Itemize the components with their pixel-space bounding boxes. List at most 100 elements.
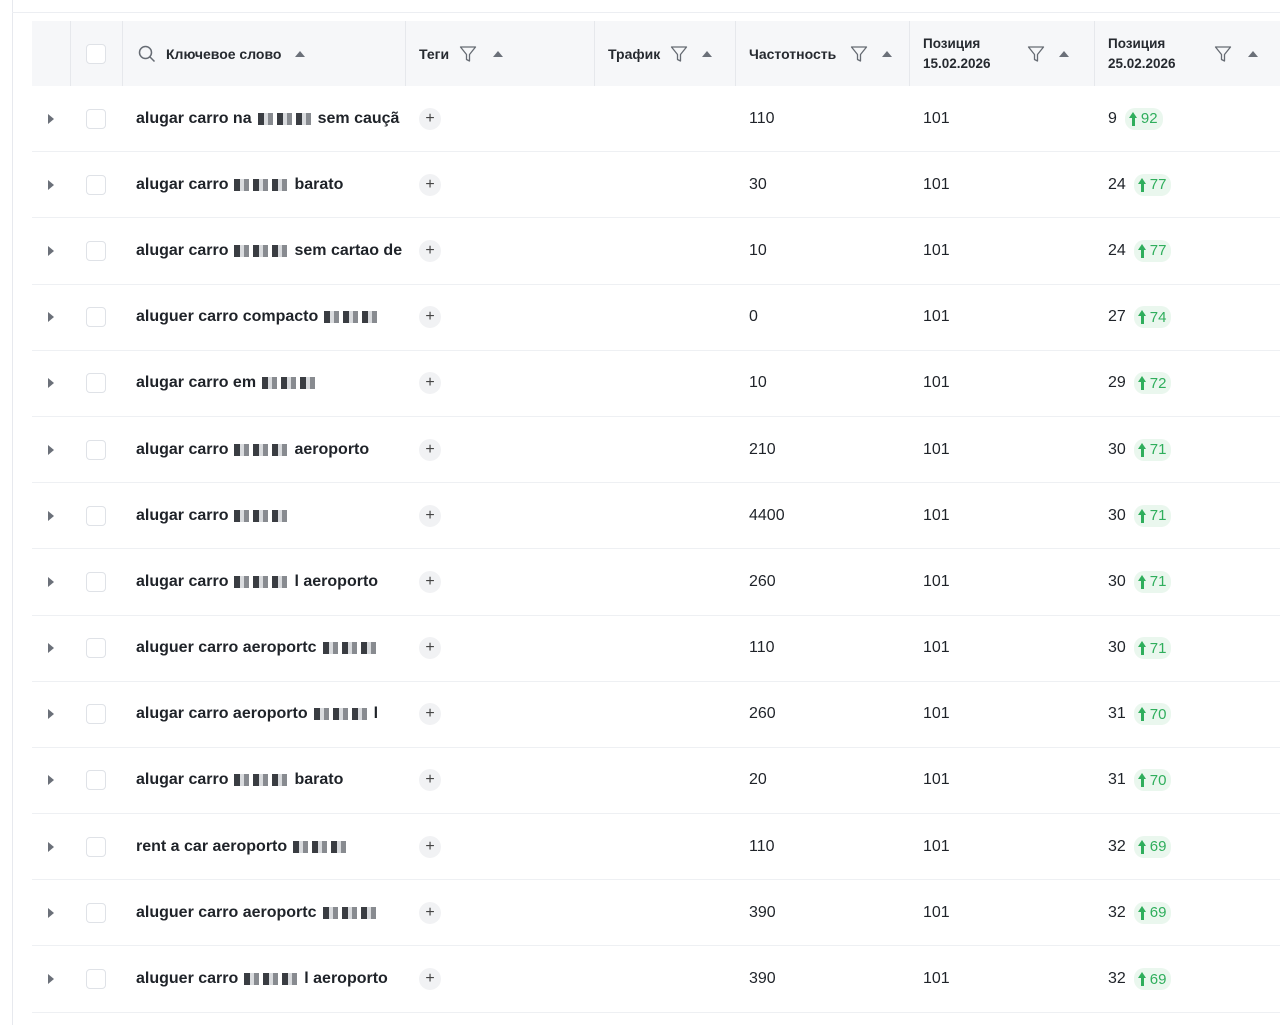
row-checkbox[interactable] xyxy=(86,836,106,857)
sort-up-icon[interactable] xyxy=(702,50,713,57)
add-tag-button[interactable]: + xyxy=(419,835,441,858)
sort-up-icon[interactable] xyxy=(882,50,893,57)
caret-right-icon[interactable] xyxy=(48,576,54,587)
column-position-2[interactable]: Позиция 25.02.2026 xyxy=(1094,21,1280,86)
select-all-checkbox[interactable] xyxy=(86,43,106,64)
row-checkbox[interactable] xyxy=(86,704,106,725)
add-tag-button[interactable]: + xyxy=(419,769,441,792)
position-1-cell: 101 xyxy=(923,241,950,259)
add-tag-button[interactable]: + xyxy=(419,968,441,991)
expand-toggle[interactable] xyxy=(32,86,70,151)
keyword-cell[interactable]: alugar carro aeroporto l xyxy=(122,682,405,747)
column-position-2-label: Позиция 25.02.2026 xyxy=(1108,35,1176,71)
row-checkbox[interactable] xyxy=(86,439,106,460)
keyword-cell[interactable]: alugar carro barato xyxy=(122,748,405,813)
filter-icon[interactable] xyxy=(850,45,868,63)
row-checkbox[interactable] xyxy=(86,770,106,791)
keyword-cell[interactable]: aluguer carro l aeroporto xyxy=(122,946,405,1011)
add-tag-button[interactable]: + xyxy=(419,901,441,924)
row-checkbox[interactable] xyxy=(86,638,106,659)
expand-toggle[interactable] xyxy=(32,351,70,416)
caret-right-icon[interactable] xyxy=(48,444,54,455)
position-delta-badge: 70 xyxy=(1133,703,1172,726)
row-checkbox[interactable] xyxy=(86,902,106,923)
row-checkbox[interactable] xyxy=(86,969,106,990)
table-row: alugar carro na sem cauçã + 110 101 9 92 xyxy=(32,86,1280,153)
expand-toggle[interactable] xyxy=(32,616,70,681)
expand-toggle[interactable] xyxy=(32,682,70,747)
caret-right-icon[interactable] xyxy=(48,113,54,124)
column-position-1[interactable]: Позиция 15.02.2026 xyxy=(909,21,1094,86)
add-tag-button[interactable]: + xyxy=(419,570,441,593)
keyword-cell[interactable]: rent a car aeroporto xyxy=(122,814,405,879)
filter-icon[interactable] xyxy=(459,45,477,63)
redacted-mask xyxy=(234,244,291,257)
column-keyword[interactable]: Ключевое слово xyxy=(122,21,405,86)
caret-right-icon[interactable] xyxy=(48,775,54,786)
column-frequency[interactable]: Частотность xyxy=(735,21,909,86)
caret-right-icon[interactable] xyxy=(48,907,54,918)
add-tag-button[interactable]: + xyxy=(419,173,441,196)
caret-right-icon[interactable] xyxy=(48,643,54,654)
row-checkbox[interactable] xyxy=(86,571,106,592)
add-tag-button[interactable]: + xyxy=(419,703,441,726)
expand-toggle[interactable] xyxy=(32,218,70,283)
keyword-cell[interactable]: alugar carro na sem cauçã xyxy=(122,86,405,151)
expand-toggle[interactable] xyxy=(32,814,70,879)
expand-toggle[interactable] xyxy=(32,483,70,548)
expand-toggle[interactable] xyxy=(32,152,70,217)
caret-right-icon[interactable] xyxy=(48,179,54,190)
sort-up-icon[interactable] xyxy=(1059,50,1069,57)
add-tag-button[interactable]: + xyxy=(419,438,441,461)
expand-toggle[interactable] xyxy=(32,880,70,945)
keyword-cell[interactable]: alugar carro sem cartao de xyxy=(122,218,405,283)
add-tag-button[interactable]: + xyxy=(419,239,441,262)
row-checkbox[interactable] xyxy=(86,174,106,195)
keyword-cell[interactable]: aluguer carro compacto xyxy=(122,285,405,350)
add-tag-button[interactable]: + xyxy=(419,372,441,395)
caret-right-icon[interactable] xyxy=(48,245,54,256)
keyword-cell[interactable]: aluguer carro aeroportc xyxy=(122,880,405,945)
keyword-cell[interactable]: alugar carro barato xyxy=(122,152,405,217)
caret-right-icon[interactable] xyxy=(48,510,54,521)
expand-toggle[interactable] xyxy=(32,417,70,482)
filter-icon[interactable] xyxy=(1214,45,1232,63)
expand-toggle[interactable] xyxy=(32,946,70,1011)
keyword-cell[interactable]: alugar carro aeroporto xyxy=(122,417,405,482)
add-tag-button[interactable]: + xyxy=(419,107,441,130)
keyword-cell[interactable]: aluguer carro aeroportc xyxy=(122,616,405,681)
caret-right-icon[interactable] xyxy=(48,841,54,852)
filter-icon[interactable] xyxy=(1027,45,1045,63)
keyword-cell[interactable]: alugar carro xyxy=(122,483,405,548)
column-traffic[interactable]: Трафик xyxy=(594,21,735,86)
add-tag-button[interactable]: + xyxy=(419,637,441,660)
sort-up-icon[interactable] xyxy=(295,50,306,57)
traffic-cell xyxy=(594,549,735,614)
keyword-tail: l aeroporto xyxy=(304,970,388,988)
add-tag-button[interactable]: + xyxy=(419,306,441,329)
position-delta-badge: 92 xyxy=(1124,107,1163,130)
sort-up-icon[interactable] xyxy=(493,50,504,57)
position-delta-value: 71 xyxy=(1149,639,1167,657)
add-tag-button[interactable]: + xyxy=(419,504,441,527)
caret-right-icon[interactable] xyxy=(48,378,54,389)
keyword-cell[interactable]: alugar carro em xyxy=(122,351,405,416)
row-checkbox[interactable] xyxy=(86,108,106,129)
filter-icon[interactable] xyxy=(670,45,688,63)
row-checkbox[interactable] xyxy=(86,240,106,261)
table-row: alugar carro barato + 30 101 24 77 xyxy=(32,152,1280,219)
expand-toggle[interactable] xyxy=(32,285,70,350)
keyword-cell[interactable]: alugar carro l aeroporto xyxy=(122,549,405,614)
caret-right-icon[interactable] xyxy=(48,312,54,323)
search-icon[interactable] xyxy=(138,45,156,63)
caret-right-icon[interactable] xyxy=(48,709,54,720)
position-delta-badge: 70 xyxy=(1133,769,1172,792)
expand-toggle[interactable] xyxy=(32,549,70,614)
column-tags[interactable]: Теги xyxy=(405,21,594,86)
row-checkbox[interactable] xyxy=(86,373,106,394)
row-checkbox[interactable] xyxy=(86,505,106,526)
row-checkbox[interactable] xyxy=(86,307,106,328)
caret-right-icon[interactable] xyxy=(48,974,54,985)
expand-toggle[interactable] xyxy=(32,748,70,813)
sort-up-icon[interactable] xyxy=(1248,50,1258,57)
